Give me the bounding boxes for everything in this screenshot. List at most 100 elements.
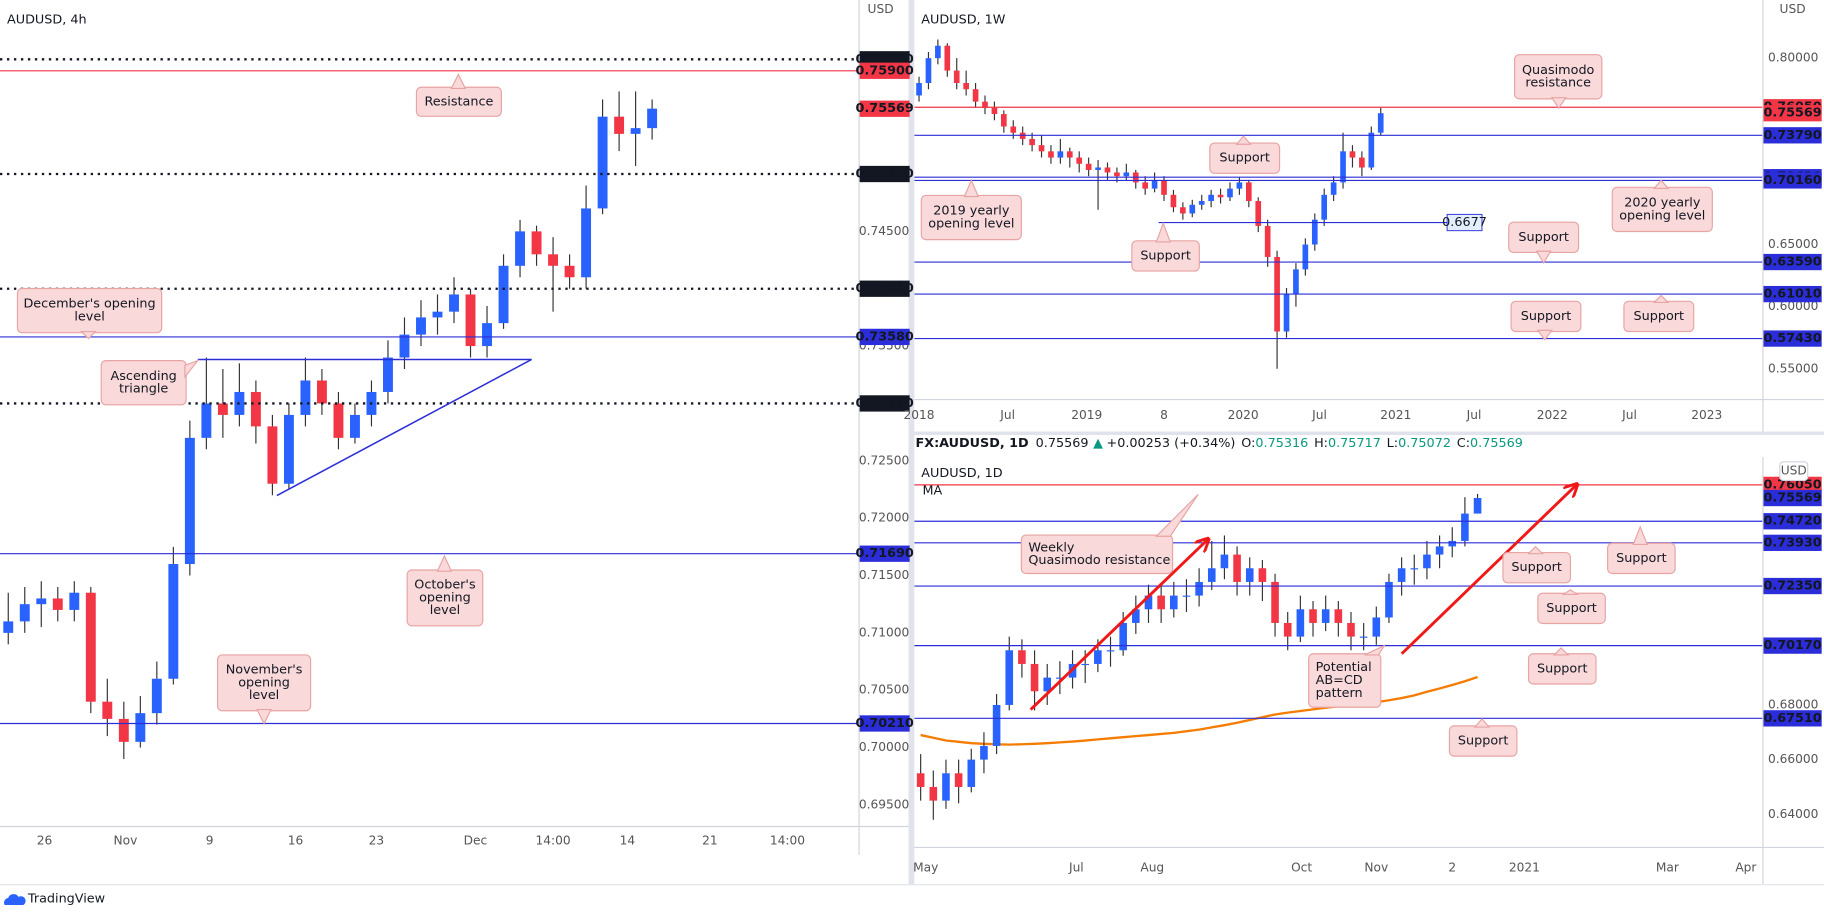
callout-text: Support [1546, 601, 1597, 616]
callout-text: Weekly [1028, 540, 1075, 555]
candle-body [201, 403, 212, 438]
price-tag [1763, 127, 1822, 144]
candle-body [19, 604, 30, 622]
quote-key: H: [1314, 436, 1328, 451]
brand[interactable]: TradingView [27, 892, 105, 907]
unit: USD [1780, 2, 1806, 16]
callout-text: Support [1634, 309, 1685, 324]
callout-text: opening level [928, 216, 1014, 231]
callout-box [100, 360, 187, 406]
quote-key: O: [1241, 436, 1255, 451]
candle-body [316, 380, 327, 404]
callout-text: November's [226, 663, 303, 678]
callout-text: Ascending [111, 369, 177, 384]
price-tag-label: 0.73790 [1763, 128, 1821, 143]
candle-body [1283, 294, 1290, 332]
candle-body [283, 414, 294, 484]
callout-text: Resistance [424, 94, 493, 109]
price-tag [1763, 105, 1822, 122]
price-tag [859, 62, 910, 79]
candle-body [1142, 182, 1149, 189]
callout-pointer [80, 330, 97, 340]
price-tag-label: 0.76050 [1763, 477, 1821, 492]
x-tick-label: Nov [114, 834, 138, 848]
callout-text: Support [1616, 551, 1667, 566]
price-tag [859, 165, 910, 183]
level-label: 0.6677 [1442, 215, 1487, 230]
candle-body [1180, 207, 1186, 214]
candle-body [1435, 546, 1444, 555]
candle-body [1170, 194, 1177, 208]
moving-average [920, 675, 1478, 746]
candle-body [102, 701, 113, 719]
quote-value: 0.75316 [1255, 436, 1308, 451]
callout-pointer [1552, 647, 1570, 656]
x-tick-label: 2021 [1380, 408, 1411, 422]
candle-body [1264, 225, 1271, 257]
y-tick-label: 0.70500 [859, 683, 909, 697]
candle-body [250, 391, 261, 427]
candle-body [953, 70, 960, 84]
callout-box [1308, 653, 1382, 708]
candle-body [972, 89, 979, 102]
candle-body [1461, 513, 1469, 541]
callout-text: triangle [119, 382, 168, 397]
candle-body [1410, 568, 1419, 570]
callout-text: October's [414, 578, 476, 593]
candle-body [944, 45, 951, 71]
candle-body [1106, 650, 1115, 652]
candle-body [1056, 677, 1064, 679]
candle-body [1217, 194, 1224, 198]
x-tick-label: Jul [1068, 860, 1084, 874]
price-tag [1763, 710, 1822, 727]
candle-body [1372, 617, 1381, 637]
candle-body [1236, 182, 1243, 189]
callout-box [1020, 534, 1174, 575]
candle-body [1258, 568, 1267, 582]
candle-body [1123, 172, 1130, 177]
x-tick-label: Jul [999, 408, 1015, 422]
candle-body [349, 414, 360, 438]
candle-body [1029, 138, 1035, 146]
callout-text: Support [1518, 230, 1569, 245]
price-tag-label: 0.61010 [1763, 287, 1821, 302]
callout-text: level [74, 309, 104, 324]
callout-text: Support [1140, 248, 1191, 263]
callout-pointer [1652, 294, 1670, 304]
price-tag [859, 715, 910, 732]
candle-body [1334, 609, 1343, 623]
arrow-cd [1400, 485, 1576, 655]
candle-body [416, 317, 426, 335]
candle-body [1161, 179, 1167, 195]
x-tick-label: Oct [1291, 860, 1312, 874]
candle-body [991, 107, 998, 115]
candle-body [929, 786, 938, 801]
candle-body [333, 403, 344, 438]
callout-text: opening level [1619, 208, 1705, 223]
candle-body [1104, 167, 1111, 173]
candle-body [548, 254, 559, 266]
callout-text: pattern [1316, 686, 1363, 701]
candle-body [1085, 163, 1092, 170]
candle-body [1347, 622, 1355, 637]
candle-body [1038, 145, 1045, 152]
candle-body [925, 58, 932, 84]
price-tag [859, 100, 910, 117]
callout-text: opening [238, 675, 290, 690]
candle-body [980, 745, 988, 760]
triangle-bottom [276, 358, 532, 497]
candle-body [1321, 609, 1330, 623]
price-tag-label: 0.75569 [1763, 491, 1821, 506]
candle-body [916, 773, 925, 787]
candle-body [942, 773, 950, 801]
x-tick-label: 9 [206, 834, 214, 848]
candle-body [1094, 650, 1102, 664]
candle-body [1081, 663, 1089, 666]
callout-text: Quasimodo resistance [1028, 553, 1170, 568]
candle-body [1076, 157, 1083, 164]
x-tick-label: Dec [464, 834, 488, 848]
candle-body [449, 294, 459, 312]
x-tick-label: 14:00 [535, 834, 570, 848]
